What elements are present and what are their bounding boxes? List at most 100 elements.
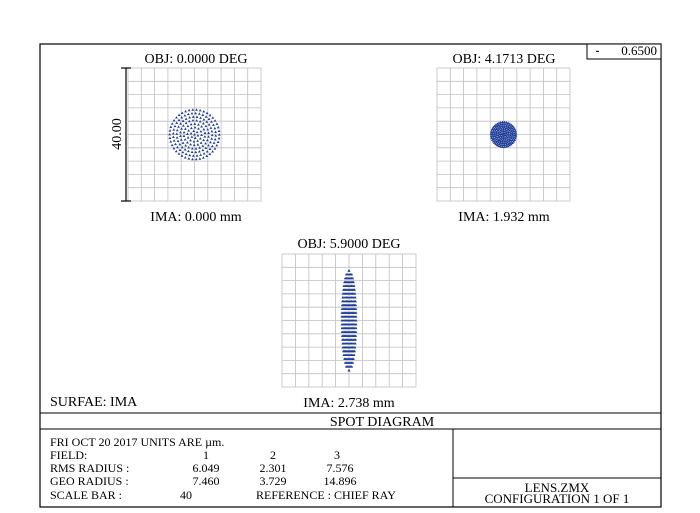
- ray-point: [174, 149, 178, 153]
- ray-point: [169, 140, 173, 143]
- ray-point: [214, 130, 218, 133]
- ray-point: [180, 127, 183, 130]
- ray-point: [175, 132, 179, 135]
- ray-point: [510, 138, 514, 142]
- ray-point: [168, 132, 172, 136]
- scale-bar-label: 40.00: [110, 118, 125, 150]
- ray-point: [507, 132, 511, 135]
- ray-point: [500, 138, 503, 141]
- spot-plot-2-grid: [436, 67, 571, 202]
- ray-point: [189, 123, 193, 126]
- ray-point: [183, 138, 187, 141]
- ray-point: [491, 134, 495, 137]
- ray-point: [505, 137, 509, 140]
- ray-point: [492, 137, 496, 141]
- ray-point: [177, 152, 181, 155]
- ray-point: [188, 116, 191, 119]
- ray-point: [199, 153, 203, 156]
- ray-point: [491, 136, 495, 139]
- ray-point: [210, 133, 214, 137]
- ray-point: [217, 136, 221, 140]
- ray-point: [353, 292, 357, 295]
- ray-point: [206, 127, 210, 131]
- ray-point: [207, 131, 210, 134]
- ray-point: [505, 143, 508, 146]
- ray-point: [171, 135, 175, 139]
- ray-point: [195, 115, 199, 118]
- ray-point: [506, 127, 510, 130]
- ray-point: [211, 150, 214, 153]
- ray-point: [171, 131, 175, 135]
- ray-point: [507, 128, 511, 132]
- ray-point: [186, 124, 190, 128]
- ray-point: [191, 115, 195, 118]
- ray-point: [508, 141, 512, 145]
- ray-point: [508, 135, 512, 139]
- scale-bar: 40.00: [110, 67, 131, 202]
- ray-point: [512, 126, 516, 129]
- ray-point: [509, 134, 512, 137]
- ray-point: [192, 140, 196, 143]
- ray-point: [193, 136, 197, 139]
- ray-point: [197, 112, 201, 115]
- ray-point: [498, 134, 502, 138]
- ray-point: [508, 143, 512, 147]
- ray-point: [491, 126, 495, 129]
- ray-point: [501, 131, 505, 134]
- ray-point: [173, 124, 177, 128]
- ray-point: [210, 120, 213, 123]
- ray-point: [492, 128, 496, 132]
- ray-point: [202, 156, 205, 159]
- ray-point: [198, 146, 202, 149]
- ray-point: [497, 125, 501, 128]
- ray-point: [352, 353, 356, 357]
- ray-point: [202, 152, 206, 155]
- ray-point: [505, 135, 508, 138]
- ray-point: [510, 135, 514, 138]
- spot-plot-3-rays: [340, 269, 358, 372]
- ray-point: [352, 284, 356, 287]
- info-geo-2: 3.729: [260, 474, 287, 488]
- ray-point: [203, 131, 207, 134]
- ray-point: [511, 124, 515, 128]
- ray-point: [507, 137, 511, 140]
- ray-point: [202, 110, 206, 113]
- ray-point: [187, 149, 190, 153]
- ray-point: [501, 126, 505, 129]
- ray-point: [195, 108, 198, 111]
- info-rms-3: 7.576: [327, 461, 354, 475]
- ray-point: [192, 129, 196, 133]
- spot-plot-1: OBJ: 0.0000 DEG IMA: 0.000 mm: [127, 52, 262, 225]
- ray-point: [210, 144, 214, 148]
- ray-point: [502, 129, 506, 132]
- ray-point: [496, 126, 500, 129]
- ray-point: [504, 130, 507, 133]
- ray-point: [184, 127, 187, 130]
- ray-point: [214, 134, 218, 137]
- ray-point: [194, 111, 198, 115]
- surface-label: SURFAE: IMA: [50, 395, 138, 410]
- ray-point: [201, 148, 205, 152]
- ray-point: [174, 142, 177, 146]
- ray-point: [172, 119, 176, 122]
- ray-point: [194, 150, 198, 154]
- ray-point: [186, 136, 190, 139]
- ray-point: [196, 134, 200, 137]
- ray-point: [509, 128, 513, 131]
- ray-point: [490, 136, 494, 140]
- ray-point: [180, 116, 184, 119]
- ray-point: [186, 132, 189, 135]
- ray-point: [354, 322, 358, 326]
- ray-point: [207, 143, 210, 147]
- ray-point: [175, 128, 179, 132]
- ray-point: [494, 123, 498, 126]
- ray-point: [179, 130, 182, 134]
- grid-border: [127, 67, 262, 202]
- ray-point: [353, 349, 357, 353]
- ray-point: [491, 132, 495, 135]
- ray-point: [493, 139, 497, 142]
- ray-point: [494, 142, 498, 146]
- ray-point: [190, 111, 194, 115]
- ray-point: [197, 127, 200, 130]
- ray-point: [510, 129, 514, 133]
